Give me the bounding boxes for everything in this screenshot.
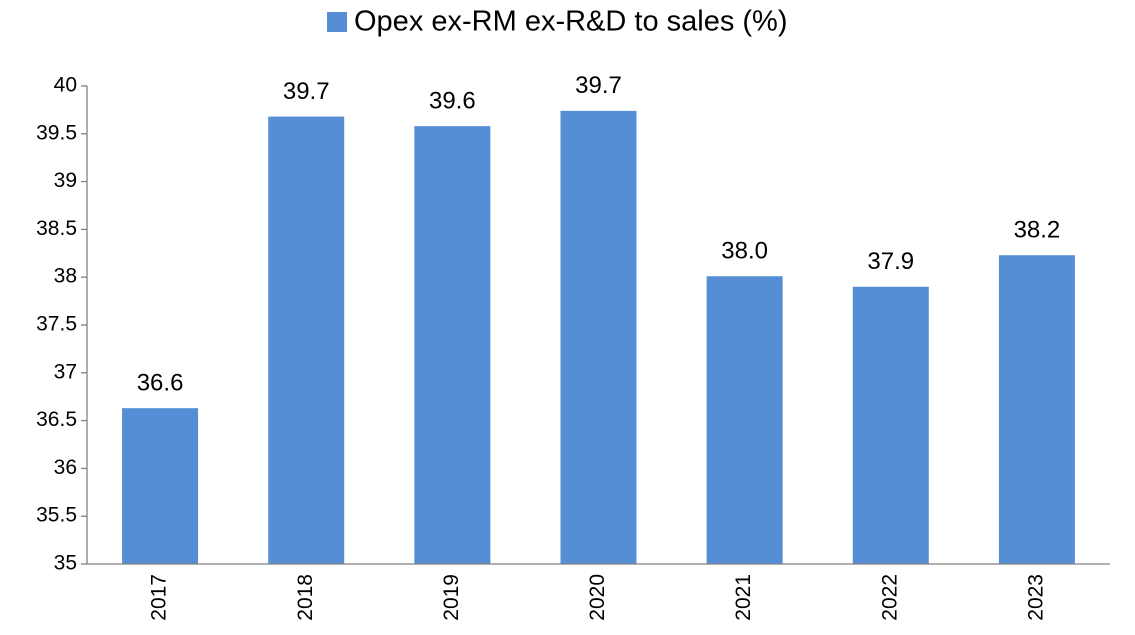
bar — [852, 286, 929, 564]
y-tick-label: 36.5 — [36, 408, 77, 431]
data-label: 38.2 — [1014, 217, 1061, 244]
bar — [560, 110, 637, 564]
y-tick-label: 37.5 — [36, 313, 77, 336]
bar — [706, 276, 783, 564]
y-tick-label: 35.5 — [36, 504, 77, 527]
y-tick-label: 38 — [54, 265, 77, 288]
legend-swatch — [327, 12, 347, 32]
data-label: 39.7 — [575, 72, 622, 99]
x-tick-label: 2023 — [1024, 574, 1047, 621]
bar — [414, 126, 491, 564]
x-tick-label: 2020 — [586, 574, 609, 621]
data-label: 37.9 — [867, 248, 914, 275]
y-tick-label: 35 — [54, 552, 77, 575]
y-tick-label: 40 — [54, 74, 77, 97]
y-tick-label: 37 — [54, 360, 77, 383]
data-label: 36.6 — [137, 370, 184, 397]
x-tick-label: 2021 — [732, 574, 755, 621]
y-tick-label: 39.5 — [36, 121, 77, 144]
x-tick-label: 2022 — [878, 574, 901, 621]
legend-label: Opex ex-RM ex-R&D to sales (%) — [354, 6, 788, 38]
x-tick-label: 2019 — [440, 574, 463, 621]
data-label: 39.6 — [429, 87, 476, 114]
bar — [998, 255, 1075, 564]
y-tick-label: 36 — [54, 456, 77, 479]
data-label: 39.7 — [283, 78, 330, 105]
x-tick-label: 2017 — [148, 574, 171, 621]
y-tick-label: 39 — [54, 169, 77, 192]
bar — [268, 116, 345, 564]
y-tick-label: 38.5 — [36, 217, 77, 240]
bar — [122, 408, 199, 564]
data-label: 38.0 — [721, 238, 768, 265]
x-tick-label: 2018 — [294, 574, 317, 621]
